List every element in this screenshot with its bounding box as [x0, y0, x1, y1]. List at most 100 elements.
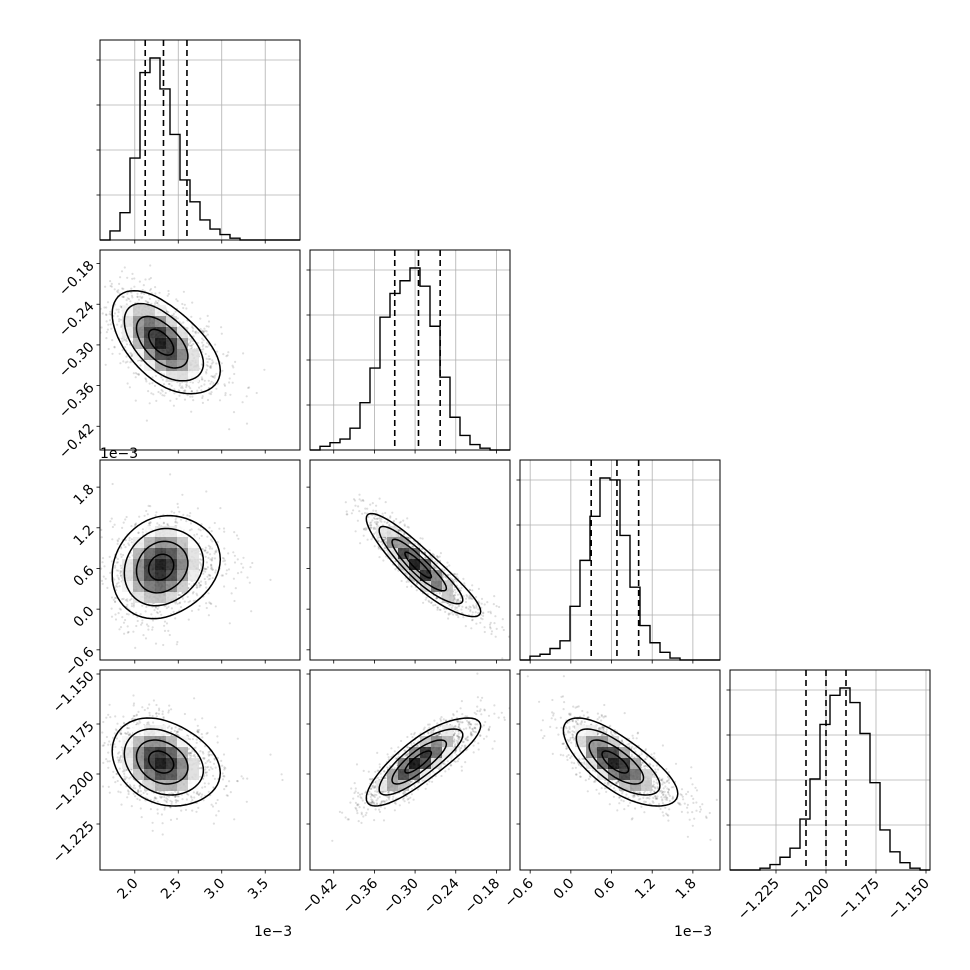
- scatter-point: [169, 473, 172, 476]
- scatter-point: [115, 582, 119, 585]
- scatter-point: [212, 382, 215, 385]
- scatter-point: [223, 530, 226, 533]
- scatter-point: [95, 606, 97, 608]
- scatter-point: [436, 562, 439, 565]
- scatter-point: [199, 584, 202, 587]
- density-cell: [376, 526, 387, 537]
- scatter-point: [182, 306, 185, 310]
- scatter-point: [132, 630, 135, 633]
- scatter-point: [469, 595, 472, 598]
- scatter-point: [140, 292, 143, 295]
- scatter-point: [160, 376, 163, 379]
- scatter-point: [141, 528, 144, 531]
- scatter-point: [211, 576, 214, 580]
- scatter-point: [108, 555, 111, 559]
- scatter-point: [150, 613, 153, 616]
- scatter-point: [87, 545, 89, 547]
- scatter-point: [226, 354, 229, 357]
- scatter-point: [190, 389, 193, 393]
- scatter-point: [208, 392, 211, 395]
- scatter-point: [412, 545, 415, 548]
- scatter-point: [117, 569, 120, 572]
- scatter-point: [494, 635, 497, 638]
- scatter-point: [134, 523, 137, 526]
- scatter-point: [130, 605, 133, 608]
- scatter-point: [205, 551, 208, 554]
- density-cell: [144, 592, 155, 603]
- scatter-point: [175, 298, 178, 301]
- scatter-point: [213, 758, 216, 761]
- scatter-point: [200, 534, 203, 538]
- scatter-point: [140, 297, 143, 300]
- scatter-point: [179, 594, 182, 597]
- scatter-point: [345, 510, 348, 513]
- scatter-point: [128, 732, 131, 735]
- scatter-point: [246, 777, 249, 780]
- scatter-point: [139, 295, 142, 298]
- scatter-point: [370, 538, 373, 541]
- scatter-point: [207, 379, 210, 382]
- scatter-point: [233, 599, 236, 603]
- scatter-point: [118, 628, 121, 631]
- scatter-point: [453, 572, 456, 576]
- scatter-point: [144, 299, 147, 303]
- scatter-point: [165, 607, 168, 610]
- density-cell: [442, 592, 453, 603]
- scatter-point: [447, 574, 450, 577]
- scatter-point: [149, 276, 152, 280]
- scatter-point: [200, 523, 203, 526]
- y-tick-label: 0.6: [71, 563, 98, 590]
- scatter-point: [198, 569, 201, 572]
- y-tick-label: −0.42: [56, 421, 98, 463]
- scatter-point: [167, 292, 170, 296]
- scatter-point: [96, 563, 98, 565]
- scatter-point: [119, 276, 122, 279]
- scatter-point: [186, 595, 189, 599]
- scatter-point: [225, 355, 228, 358]
- scatter-point: [149, 505, 152, 508]
- scatter-point: [194, 332, 197, 335]
- scatter-point: [181, 302, 184, 306]
- scatter-point: [141, 619, 144, 622]
- contour-level-3: [365, 512, 482, 618]
- scatter-point: [234, 360, 237, 363]
- scatter-point: [203, 756, 206, 760]
- density-cell: [133, 338, 144, 349]
- scatter-point: [196, 724, 199, 727]
- scatter-point: [109, 280, 112, 283]
- scatter-point: [116, 290, 119, 293]
- scatter-point: [130, 354, 133, 358]
- scatter-point: [174, 521, 177, 524]
- scatter-point: [121, 295, 124, 298]
- scatter-point: [224, 563, 227, 566]
- scatter-point: [449, 603, 452, 606]
- scatter-point: [77, 526, 79, 528]
- scatter-point: [117, 758, 120, 762]
- scatter-point: [110, 596, 114, 599]
- scatter-point: [462, 595, 465, 598]
- scatter-point: [191, 381, 194, 384]
- scatter-point: [221, 369, 224, 372]
- scatter-point: [168, 704, 171, 707]
- scatter-point: [170, 607, 173, 610]
- scatter-point: [102, 575, 105, 578]
- scatter-point: [205, 364, 208, 367]
- scatter-point: [132, 605, 135, 608]
- scatter-point: [203, 549, 207, 552]
- scatter-point: [197, 528, 200, 531]
- scatter-point: [236, 558, 239, 561]
- scatter-point: [464, 606, 468, 609]
- scatter-point: [205, 490, 208, 493]
- scatter-point: [110, 282, 113, 285]
- scatter-point: [155, 611, 158, 614]
- scatter-point: [185, 520, 188, 523]
- scatter-point: [176, 640, 179, 644]
- scatter-point: [181, 597, 184, 600]
- scatter-point: [118, 585, 121, 588]
- density-cell: [166, 570, 177, 581]
- scatter-point: [477, 612, 480, 615]
- scatter-point: [419, 537, 422, 540]
- scatter-point: [442, 574, 445, 577]
- scatter-point: [235, 534, 239, 537]
- scatter-point: [166, 524, 169, 527]
